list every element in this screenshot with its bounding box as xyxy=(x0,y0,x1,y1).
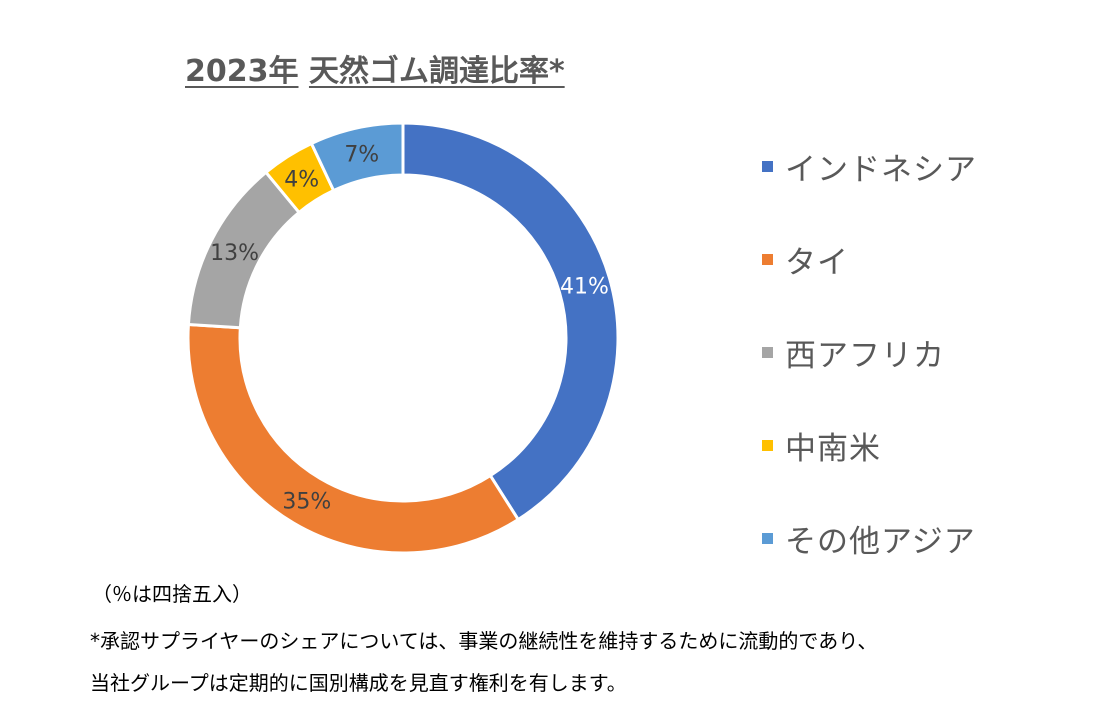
data-label-latin-america: 4% xyxy=(284,167,319,192)
legend-item-other-asia: その他アジア xyxy=(762,492,1102,585)
legend-item-latin-america: 中南米 xyxy=(762,399,1102,492)
data-label-west-africa: 13% xyxy=(210,241,259,266)
legend-swatch xyxy=(762,533,773,544)
data-label-other-asia: 7% xyxy=(344,143,379,168)
chart-title-year: 2023年 xyxy=(185,54,299,89)
footnote-line-1: *承認サプライヤーのシェアについては、事業の継続性を維持するために流動的であり、 xyxy=(90,629,878,653)
legend-item-west-africa: 西アフリカ xyxy=(762,306,1102,399)
rounding-note: （％は四捨五入） xyxy=(92,582,252,606)
legend-label: 西アフリカ xyxy=(785,338,945,374)
legend-swatch xyxy=(762,254,773,265)
legend-label: その他アジア xyxy=(785,524,976,560)
legend-item-indonesia: インドネシア xyxy=(762,120,1102,213)
data-label-indonesia: 41% xyxy=(560,274,609,299)
footnote: *承認サプライヤーのシェアについては、事業の継続性を維持するために流動的であり、… xyxy=(90,620,1090,704)
legend-swatch xyxy=(762,440,773,451)
slice-indonesia xyxy=(401,121,620,522)
legend-label: インドネシア xyxy=(785,152,977,188)
slice-thailand xyxy=(186,322,521,555)
chart-title: 2023年 天然ゴム調達比率* xyxy=(185,46,565,90)
legend-label: タイ xyxy=(785,245,849,281)
chart-title-text: 天然ゴム調達比率* xyxy=(308,54,565,89)
legend-label: 中南米 xyxy=(785,431,881,467)
legend-swatch xyxy=(762,347,773,358)
chart-legend: インドネシア タイ西アフリカ中南米その他アジア xyxy=(762,120,1102,585)
legend-item-thailand: タイ xyxy=(762,213,1102,306)
slice-other-asia xyxy=(309,121,405,193)
footnote-line-2: 当社グループは定期的に国別構成を見直す権利を有します。 xyxy=(90,671,627,695)
legend-swatch xyxy=(762,161,773,172)
data-label-thailand: 35% xyxy=(282,490,331,515)
